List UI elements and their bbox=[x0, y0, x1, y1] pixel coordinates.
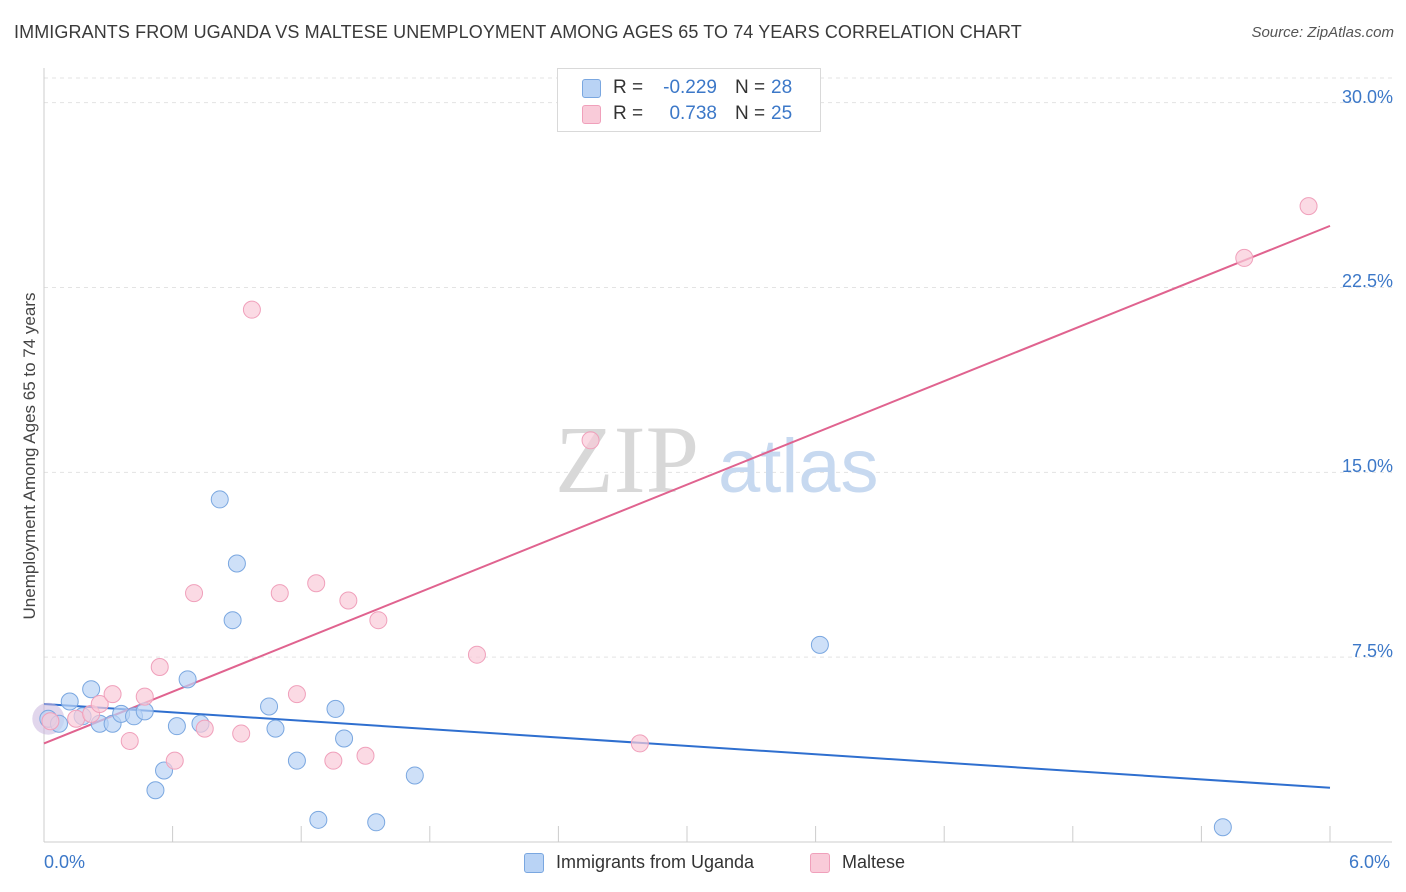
data-point-maltese bbox=[339, 591, 358, 610]
watermark: ZIP atlas bbox=[555, 406, 879, 513]
data-point-uganda bbox=[335, 729, 354, 748]
data-point-maltese bbox=[467, 645, 486, 664]
legend-row-uganda: R = -0.229 N = 28 bbox=[582, 76, 792, 100]
y-axis-label: Unemployment Among Ages 65 to 74 years bbox=[20, 292, 39, 620]
data-point-maltese bbox=[287, 685, 306, 704]
data-point-uganda bbox=[227, 554, 246, 573]
data-point-maltese bbox=[41, 712, 60, 731]
bottom-legend-uganda: Immigrants from Uganda bbox=[524, 852, 754, 873]
data-point-uganda bbox=[82, 680, 101, 699]
data-point-uganda bbox=[146, 781, 165, 800]
legend-n-label: N = bbox=[735, 77, 766, 98]
data-point-uganda bbox=[266, 719, 285, 738]
data-point-maltese bbox=[165, 751, 184, 770]
chart-title: IMMIGRANTS FROM UGANDA VS MALTESE UNEMPL… bbox=[14, 22, 1022, 42]
data-point-maltese bbox=[356, 746, 375, 765]
data-point-maltese bbox=[270, 584, 289, 603]
x-tick-label-min: 0.0% bbox=[44, 852, 86, 872]
watermark-zip: ZIP bbox=[555, 406, 699, 513]
data-point-maltese bbox=[324, 751, 343, 770]
data-point-maltese bbox=[307, 574, 326, 593]
data-point-maltese bbox=[232, 724, 251, 743]
bottom-legend-label-uganda: Immigrants from Uganda bbox=[556, 852, 755, 872]
data-point-uganda bbox=[60, 692, 79, 711]
legend-row-maltese: R = 0.738 N = 25 bbox=[582, 102, 792, 126]
legend-r-label: R = bbox=[613, 77, 644, 98]
data-point-uganda bbox=[810, 635, 829, 654]
watermark-atlas: atlas bbox=[718, 424, 879, 509]
trend-line-maltese bbox=[43, 224, 1331, 745]
x-tick-label-max: 6.0% bbox=[1349, 852, 1391, 872]
data-point-uganda bbox=[167, 717, 186, 736]
data-point-maltese bbox=[67, 709, 86, 728]
legend-swatch-uganda bbox=[582, 78, 601, 98]
source-label: Source: ZipAtlas.com bbox=[1251, 24, 1394, 41]
legend-r-value: 0.738 bbox=[669, 103, 717, 124]
data-point-uganda bbox=[260, 697, 279, 716]
data-point-maltese bbox=[185, 584, 204, 603]
data-point-maltese bbox=[630, 734, 649, 753]
data-point-maltese bbox=[1299, 197, 1318, 216]
data-point-uganda bbox=[309, 810, 328, 829]
y-tick-label: 7.5% bbox=[1351, 641, 1393, 662]
data-point-maltese bbox=[120, 731, 139, 750]
data-point-uganda bbox=[287, 751, 306, 770]
y-tick-label: 30.0% bbox=[1341, 86, 1393, 107]
data-point-maltese bbox=[369, 611, 388, 630]
legend-n-value: 28 bbox=[771, 77, 793, 98]
legend-r-value: -0.229 bbox=[663, 77, 717, 98]
y-tick-label: 15.0% bbox=[1341, 456, 1393, 477]
y-tick-label: 22.5% bbox=[1341, 271, 1393, 292]
data-point-uganda bbox=[223, 611, 242, 630]
data-point-uganda bbox=[367, 813, 386, 832]
data-point-maltese bbox=[103, 685, 122, 704]
trend-lines bbox=[43, 224, 1331, 789]
data-point-maltese bbox=[1235, 248, 1254, 267]
data-point-maltese bbox=[242, 300, 261, 319]
bottom-legend-label-maltese: Maltese bbox=[842, 852, 906, 872]
bottom-legend-swatch-uganda bbox=[524, 852, 544, 873]
data-point-maltese bbox=[195, 719, 214, 738]
data-point-maltese bbox=[581, 431, 600, 450]
bottom-legend-maltese: Maltese bbox=[810, 852, 905, 873]
data-point-uganda bbox=[405, 766, 424, 785]
legend-n-value: 25 bbox=[771, 103, 793, 124]
data-point-maltese bbox=[150, 658, 169, 677]
data-point-maltese bbox=[90, 694, 109, 713]
data-point-uganda bbox=[1213, 818, 1232, 837]
correlation-legend: R = -0.229 N = 28 R = 0.738 N = 25 bbox=[557, 68, 821, 132]
bottom-legend-swatch-maltese bbox=[810, 852, 830, 873]
legend-swatch-maltese bbox=[582, 104, 601, 124]
data-point-uganda bbox=[178, 670, 197, 689]
grid-lines bbox=[44, 77, 1392, 658]
data-point-uganda bbox=[210, 490, 229, 509]
trend-line-uganda bbox=[43, 702, 1331, 789]
data-point-maltese bbox=[135, 687, 154, 706]
data-point-uganda bbox=[326, 699, 345, 718]
legend-r-label: R = bbox=[613, 103, 644, 124]
data-points bbox=[32, 197, 1318, 837]
legend-n-label: N = bbox=[735, 103, 766, 124]
